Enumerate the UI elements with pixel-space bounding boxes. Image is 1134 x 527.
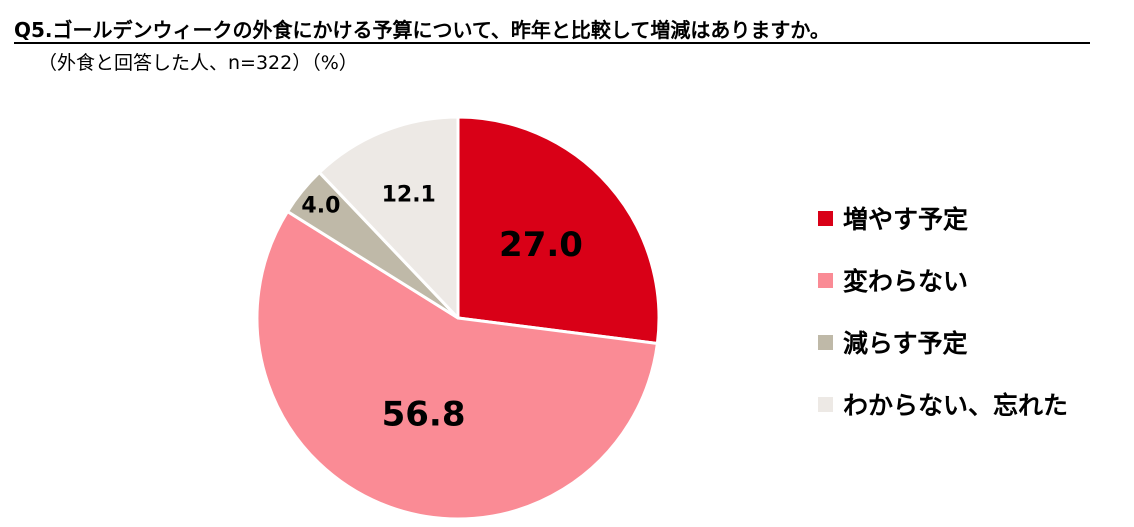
legend-item-unknown: わからない、忘れた	[814, 384, 1114, 446]
pie-value-label-increase: 27.0	[499, 225, 583, 265]
legend-label-unchanged: 変わらない	[843, 267, 969, 296]
legend-label-increase: 増やす予定	[843, 205, 969, 234]
pie-slice-unknown	[317, 115, 460, 320]
legend-item-increase: 増やす予定	[814, 198, 1114, 260]
pie-value-label-unchanged: 56.8	[382, 395, 466, 435]
legend-label-decrease: 減らす予定	[843, 329, 968, 358]
chart-title: Q5.ゴールデンウィークの外食にかける予算について、昨年と比較して増減はあります…	[14, 18, 830, 42]
legend-label-unknown: わからない、忘れた	[843, 391, 1069, 420]
legend-swatch-increase	[818, 211, 833, 226]
legend-swatch-unchanged	[818, 273, 833, 288]
legend-swatch-unknown	[818, 397, 833, 412]
legend-item-unchanged: 変わらない	[814, 260, 1114, 322]
chart-subtitle: （外食と回答した人、n=322）（%）	[38, 52, 358, 74]
pie-value-label-decrease: 4.0	[301, 194, 340, 219]
legend-swatch-decrease	[818, 335, 833, 350]
legend-item-decrease: 減らす予定	[814, 322, 1114, 384]
title-underline	[14, 42, 1090, 44]
pie-slice-unchanged	[255, 210, 659, 521]
pie-slice-increase	[456, 115, 661, 346]
legend: 増やす予定 変わらない 減らす予定 わからない、忘れた	[814, 198, 1114, 446]
pie-value-label-unknown: 12.1	[382, 182, 436, 207]
